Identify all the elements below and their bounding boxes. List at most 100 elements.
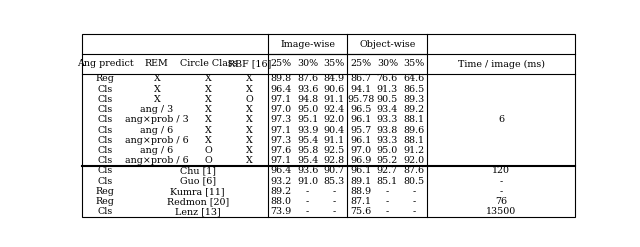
Text: Cls: Cls (97, 177, 113, 186)
Text: ang×prob / 6: ang×prob / 6 (125, 136, 189, 145)
Text: ang / 3: ang / 3 (140, 105, 173, 114)
Text: X: X (205, 85, 212, 94)
Text: 87.1: 87.1 (350, 197, 371, 206)
Text: O: O (246, 95, 253, 104)
Text: X: X (246, 85, 253, 94)
Text: Lenz [13]: Lenz [13] (175, 207, 221, 216)
Text: 35%: 35% (403, 60, 424, 68)
Text: 93.2: 93.2 (270, 177, 292, 186)
Text: Cls: Cls (97, 146, 113, 155)
Text: X: X (205, 136, 212, 145)
Text: 97.6: 97.6 (270, 146, 292, 155)
Text: 96.4: 96.4 (270, 166, 292, 175)
Text: 64.6: 64.6 (403, 74, 424, 83)
Text: 35%: 35% (324, 60, 345, 68)
Text: 93.3: 93.3 (377, 115, 398, 124)
Text: Reg: Reg (96, 74, 115, 83)
Text: X: X (246, 136, 253, 145)
Text: 120: 120 (492, 166, 510, 175)
Text: 94.1: 94.1 (350, 85, 371, 94)
Text: 93.3: 93.3 (377, 136, 398, 145)
Text: O: O (205, 156, 212, 165)
Text: 97.3: 97.3 (270, 115, 292, 124)
Text: 97.3: 97.3 (270, 136, 292, 145)
Text: X: X (205, 115, 212, 124)
Text: -: - (306, 197, 309, 206)
Text: 91.1: 91.1 (324, 136, 345, 145)
Text: -: - (306, 207, 309, 216)
Text: Cls: Cls (97, 166, 113, 175)
Text: ang×prob / 6: ang×prob / 6 (125, 156, 189, 165)
Text: -: - (333, 187, 336, 196)
Text: X: X (246, 146, 253, 155)
Text: X: X (154, 74, 160, 83)
Text: 92.5: 92.5 (324, 146, 345, 155)
Text: -: - (412, 187, 415, 196)
Text: 85.1: 85.1 (377, 177, 398, 186)
Text: 96.1: 96.1 (350, 115, 371, 124)
Text: 30%: 30% (297, 60, 318, 68)
Text: 88.1: 88.1 (403, 115, 424, 124)
Text: Guo [6]: Guo [6] (180, 177, 216, 186)
Text: 30%: 30% (377, 60, 398, 68)
Text: 93.6: 93.6 (297, 166, 318, 175)
Text: 92.0: 92.0 (403, 156, 424, 165)
Text: Cls: Cls (97, 85, 113, 94)
Text: 92.4: 92.4 (324, 105, 345, 114)
Text: REM: REM (145, 60, 169, 68)
Text: 88.1: 88.1 (403, 136, 424, 145)
Text: 85.3: 85.3 (324, 177, 345, 186)
Text: -: - (386, 197, 389, 206)
Text: X: X (246, 125, 253, 135)
Text: Image-wise: Image-wise (280, 40, 335, 49)
Text: 25%: 25% (271, 60, 292, 68)
Text: -: - (499, 187, 503, 196)
Text: 80.5: 80.5 (403, 177, 424, 186)
Text: -: - (386, 187, 389, 196)
Text: -: - (499, 177, 503, 186)
Text: 97.1: 97.1 (271, 95, 292, 104)
Text: 87.6: 87.6 (297, 74, 318, 83)
Text: 95.0: 95.0 (297, 105, 318, 114)
Text: 73.9: 73.9 (270, 207, 292, 216)
Text: 95.78: 95.78 (347, 95, 374, 104)
Text: 86.5: 86.5 (403, 85, 424, 94)
Text: O: O (205, 146, 212, 155)
Text: 89.6: 89.6 (403, 125, 424, 135)
Text: Cls: Cls (97, 136, 113, 145)
Text: RBF [16]: RBF [16] (228, 60, 271, 68)
Text: 90.5: 90.5 (377, 95, 398, 104)
Text: Cls: Cls (97, 115, 113, 124)
Text: 95.2: 95.2 (377, 156, 398, 165)
Text: Reg: Reg (96, 197, 115, 206)
Text: 89.2: 89.2 (403, 105, 424, 114)
Text: Reg: Reg (96, 187, 115, 196)
Text: 91.0: 91.0 (297, 177, 318, 186)
Text: 90.6: 90.6 (324, 85, 345, 94)
Text: X: X (154, 95, 160, 104)
Text: Kumra [11]: Kumra [11] (170, 187, 225, 196)
Text: 89.2: 89.2 (271, 187, 292, 196)
Text: 96.9: 96.9 (350, 156, 371, 165)
Text: Cls: Cls (97, 156, 113, 165)
Text: Cls: Cls (97, 207, 113, 216)
Text: 86.7: 86.7 (350, 74, 371, 83)
Text: 91.2: 91.2 (403, 146, 424, 155)
Text: Object-wise: Object-wise (359, 40, 415, 49)
Text: -: - (333, 197, 336, 206)
Text: 89.8: 89.8 (271, 74, 292, 83)
Text: X: X (205, 105, 212, 114)
Text: X: X (205, 125, 212, 135)
Text: 90.7: 90.7 (324, 166, 345, 175)
Text: X: X (205, 74, 212, 83)
Text: 6: 6 (498, 115, 504, 124)
Text: X: X (246, 156, 253, 165)
Text: -: - (412, 207, 415, 216)
Text: -: - (386, 207, 389, 216)
Text: 13500: 13500 (486, 207, 516, 216)
Text: ang / 6: ang / 6 (140, 125, 173, 135)
Text: 25%: 25% (350, 60, 371, 68)
Text: 89.1: 89.1 (350, 177, 371, 186)
Text: Circle Class: Circle Class (180, 60, 237, 68)
Text: -: - (412, 197, 415, 206)
